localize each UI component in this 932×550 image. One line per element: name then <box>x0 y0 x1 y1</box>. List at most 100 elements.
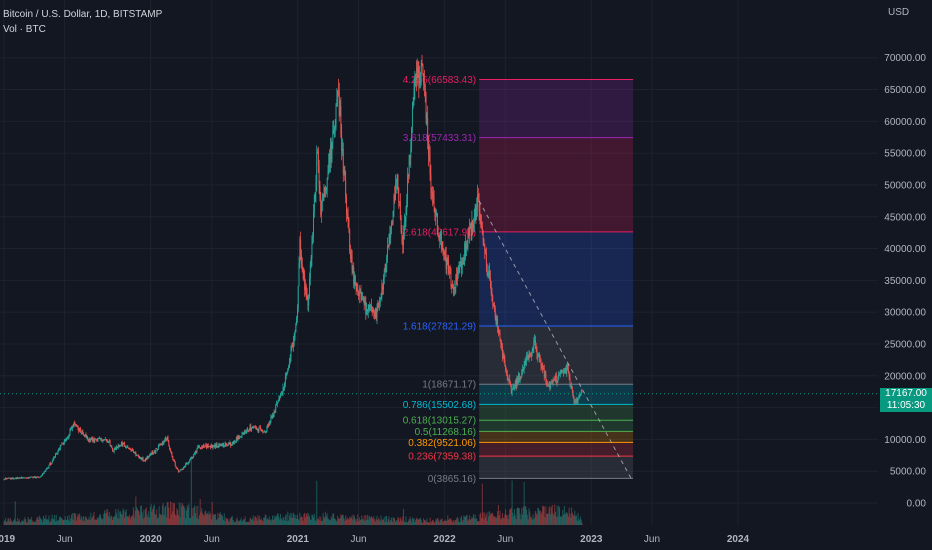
volume-bar <box>182 505 184 525</box>
candle-body <box>193 454 195 457</box>
volume-bar <box>299 512 301 525</box>
volume-bar <box>67 516 69 525</box>
volume-bar <box>437 518 439 525</box>
candle-body <box>423 74 425 84</box>
candle-body <box>75 424 77 427</box>
candle-body <box>115 448 117 450</box>
candle-body <box>447 259 449 261</box>
symbol-title[interactable]: Bitcoin / U.S. Dollar, 1D, BITSTAMP <box>3 9 163 20</box>
candle-body <box>278 396 280 401</box>
candle-body <box>523 365 525 370</box>
volume-bar <box>468 519 470 525</box>
candle-body <box>120 445 122 447</box>
candle-body <box>549 385 551 389</box>
volume-bar <box>87 519 89 525</box>
volume-bar <box>512 512 514 525</box>
time-axis[interactable]: 2019 Jun 2020 Jun 2021 Jun 2022 Jun 2023 Jun 2024 <box>0 534 750 545</box>
candle-body <box>276 401 278 404</box>
volume-bar <box>272 515 274 525</box>
volume-bar <box>6 521 8 525</box>
volume-indicator-title[interactable]: Vol · BTC <box>3 24 46 35</box>
volume-bar <box>64 515 66 525</box>
candle-body <box>100 438 102 441</box>
volume-bar <box>148 511 150 525</box>
volume-bar <box>153 504 155 525</box>
volume-bar <box>26 522 28 525</box>
candle-body <box>237 435 239 441</box>
volume-bar <box>394 518 396 525</box>
volume-bar <box>30 516 32 525</box>
candle-body <box>329 145 331 163</box>
candle-body <box>391 222 392 229</box>
volume-bar <box>119 511 121 525</box>
current-price-tag: 17167.00 11:05:30 <box>880 387 932 412</box>
volume-bar <box>391 522 393 525</box>
volume-bar <box>442 521 444 525</box>
candle-body <box>305 286 306 290</box>
candle-body <box>57 450 59 454</box>
candle-body <box>162 441 164 444</box>
volume-bar <box>396 520 398 525</box>
volume-bar <box>363 515 365 525</box>
candle-body <box>87 439 89 441</box>
volume-bar <box>376 515 378 525</box>
candle-body <box>504 359 506 367</box>
candle-body <box>388 234 390 246</box>
volume-bar <box>444 519 446 525</box>
candle-body <box>46 468 48 470</box>
candle-body <box>553 379 555 381</box>
candle-body <box>342 149 344 174</box>
candle-body <box>332 130 334 143</box>
volume-bar <box>235 522 237 525</box>
volume-bar <box>16 521 18 525</box>
volume-bar <box>111 515 113 525</box>
candle-body <box>7 477 9 479</box>
volume-bar <box>357 514 359 525</box>
volume-bar <box>239 519 241 525</box>
volume-bar <box>341 515 343 525</box>
candle-body <box>169 449 171 452</box>
volume-bar <box>150 503 152 525</box>
price-axis[interactable]: 70000.00 65000.00 60000.00 55000.00 50000.00… <box>884 53 926 509</box>
candle-body <box>563 371 564 374</box>
candle-body <box>76 426 78 427</box>
volume-bar <box>569 513 571 525</box>
candle-body <box>442 248 444 254</box>
candle-body <box>65 438 67 441</box>
candle-body <box>157 445 159 450</box>
volume-bar <box>88 516 90 525</box>
volume-bar <box>494 517 496 525</box>
volume-bar <box>451 520 453 525</box>
volume-bar <box>108 516 110 525</box>
candle-body <box>170 451 172 454</box>
candle-body <box>276 403 277 406</box>
candle-body <box>40 476 42 478</box>
volume-bar <box>240 517 242 525</box>
candle-body <box>254 426 256 428</box>
volume-bar <box>448 518 450 525</box>
candle-body <box>489 270 491 277</box>
candle-body <box>198 445 200 447</box>
volume-bar <box>365 515 367 525</box>
volume-bar <box>52 519 54 525</box>
candle-body <box>56 453 58 455</box>
candle-body <box>418 72 420 86</box>
candle-body <box>479 211 481 221</box>
volume-bar <box>560 517 562 525</box>
volume-bar <box>343 518 345 525</box>
volume-bar <box>317 518 319 525</box>
fib-zone <box>479 431 634 443</box>
candle-body <box>399 201 400 203</box>
candle-body <box>451 286 453 287</box>
candle-body <box>21 477 23 479</box>
volume-bar <box>470 519 472 525</box>
volume-bar <box>27 517 29 525</box>
volume-bar <box>190 457 192 525</box>
candle-body <box>419 75 421 86</box>
volume-bar <box>300 516 302 525</box>
volume-bar <box>15 521 17 525</box>
candle-body <box>395 183 396 200</box>
y-tick-label: 45000.00 <box>884 212 926 223</box>
candle-body <box>538 355 540 356</box>
